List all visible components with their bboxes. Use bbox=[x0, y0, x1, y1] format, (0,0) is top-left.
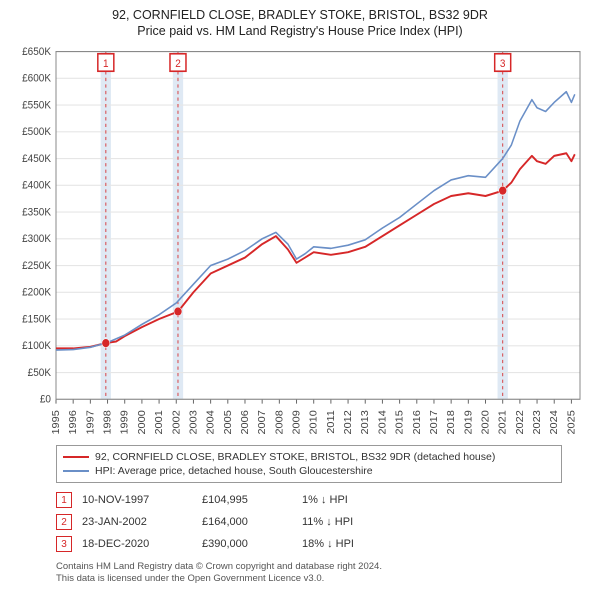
svg-text:2023: 2023 bbox=[532, 410, 542, 434]
svg-text:2009: 2009 bbox=[292, 410, 302, 434]
svg-text:2002: 2002 bbox=[172, 410, 182, 434]
svg-text:2: 2 bbox=[175, 59, 181, 70]
legend-swatch bbox=[63, 470, 89, 472]
svg-text:2025: 2025 bbox=[567, 410, 577, 434]
svg-text:3: 3 bbox=[500, 59, 506, 70]
svg-text:2008: 2008 bbox=[275, 410, 285, 434]
svg-text:£650K: £650K bbox=[22, 47, 51, 58]
legend-row: HPI: Average price, detached house, Sout… bbox=[63, 464, 555, 478]
svg-text:£0: £0 bbox=[40, 394, 51, 405]
svg-text:£350K: £350K bbox=[22, 207, 51, 218]
svg-text:2006: 2006 bbox=[240, 410, 250, 434]
svg-text:2017: 2017 bbox=[429, 410, 439, 434]
svg-text:2007: 2007 bbox=[258, 410, 268, 434]
title-block: 92, CORNFIELD CLOSE, BRADLEY STOKE, BRIS… bbox=[10, 8, 590, 39]
svg-text:2014: 2014 bbox=[378, 410, 388, 434]
svg-text:1998: 1998 bbox=[103, 410, 113, 434]
legend-swatch bbox=[63, 456, 89, 458]
sales-row: 1 10-NOV-1997 £104,995 1% ↓ HPI bbox=[56, 489, 562, 511]
svg-text:2004: 2004 bbox=[206, 410, 216, 434]
svg-text:2011: 2011 bbox=[326, 410, 336, 434]
svg-text:2018: 2018 bbox=[447, 410, 457, 434]
sales-row: 2 23-JAN-2002 £164,000 11% ↓ HPI bbox=[56, 511, 562, 533]
svg-text:£200K: £200K bbox=[22, 287, 51, 298]
legend: 92, CORNFIELD CLOSE, BRADLEY STOKE, BRIS… bbox=[56, 445, 562, 483]
legend-label: 92, CORNFIELD CLOSE, BRADLEY STOKE, BRIS… bbox=[95, 450, 495, 464]
legend-row: 92, CORNFIELD CLOSE, BRADLEY STOKE, BRIS… bbox=[63, 450, 555, 464]
svg-text:1996: 1996 bbox=[69, 410, 79, 434]
svg-text:£150K: £150K bbox=[22, 314, 51, 325]
sale-date: 10-NOV-1997 bbox=[82, 494, 192, 506]
svg-text:2003: 2003 bbox=[189, 410, 199, 434]
svg-text:£400K: £400K bbox=[22, 180, 51, 191]
svg-text:2015: 2015 bbox=[395, 410, 405, 434]
svg-text:£50K: £50K bbox=[28, 368, 51, 379]
footer-line: This data is licensed under the Open Gov… bbox=[56, 573, 562, 584]
sale-diff: 11% ↓ HPI bbox=[302, 516, 562, 528]
svg-text:£450K: £450K bbox=[22, 154, 51, 165]
sales-table: 1 10-NOV-1997 £104,995 1% ↓ HPI 2 23-JAN… bbox=[56, 489, 562, 555]
chart-svg: £0 £50K £100K £150K £200K £250K £300K £350K £400… bbox=[10, 45, 590, 439]
sale-price: £390,000 bbox=[202, 538, 292, 550]
footer: Contains HM Land Registry data © Crown c… bbox=[56, 561, 562, 584]
svg-text:1: 1 bbox=[103, 59, 109, 70]
chart-plot: £0 £50K £100K £150K £200K £250K £300K £350K £400… bbox=[10, 45, 590, 439]
chart-container: 92, CORNFIELD CLOSE, BRADLEY STOKE, BRIS… bbox=[0, 0, 600, 590]
sale-date: 18-DEC-2020 bbox=[82, 538, 192, 550]
svg-text:2016: 2016 bbox=[412, 410, 422, 434]
title-line-1: 92, CORNFIELD CLOSE, BRADLEY STOKE, BRIS… bbox=[10, 8, 590, 24]
svg-text:£600K: £600K bbox=[22, 73, 51, 84]
svg-text:£250K: £250K bbox=[22, 261, 51, 272]
footer-line: Contains HM Land Registry data © Crown c… bbox=[56, 561, 562, 572]
svg-text:2000: 2000 bbox=[137, 410, 147, 434]
svg-text:£300K: £300K bbox=[22, 234, 51, 245]
svg-text:2024: 2024 bbox=[550, 410, 560, 434]
svg-text:2012: 2012 bbox=[343, 410, 353, 434]
svg-text:2005: 2005 bbox=[223, 410, 233, 434]
svg-text:2010: 2010 bbox=[309, 410, 319, 434]
sale-badge: 3 bbox=[56, 536, 72, 552]
sale-price: £164,000 bbox=[202, 516, 292, 528]
sale-badge: 2 bbox=[56, 514, 72, 530]
svg-text:1997: 1997 bbox=[86, 410, 96, 434]
svg-text:2021: 2021 bbox=[498, 410, 508, 434]
sales-row: 3 18-DEC-2020 £390,000 18% ↓ HPI bbox=[56, 533, 562, 555]
svg-text:2013: 2013 bbox=[361, 410, 371, 434]
sale-diff: 18% ↓ HPI bbox=[302, 538, 562, 550]
sale-price: £104,995 bbox=[202, 494, 292, 506]
svg-text:£500K: £500K bbox=[22, 127, 51, 138]
svg-text:£550K: £550K bbox=[22, 100, 51, 111]
legend-label: HPI: Average price, detached house, Sout… bbox=[95, 464, 373, 478]
title-line-2: Price paid vs. HM Land Registry's House … bbox=[10, 24, 590, 40]
svg-text:2019: 2019 bbox=[464, 410, 474, 434]
svg-text:2022: 2022 bbox=[515, 410, 525, 434]
svg-text:2020: 2020 bbox=[481, 410, 491, 434]
svg-text:£100K: £100K bbox=[22, 341, 51, 352]
sale-diff: 1% ↓ HPI bbox=[302, 494, 562, 506]
svg-text:1995: 1995 bbox=[51, 410, 61, 434]
svg-text:2001: 2001 bbox=[154, 410, 164, 434]
sale-date: 23-JAN-2002 bbox=[82, 516, 192, 528]
svg-text:1999: 1999 bbox=[120, 410, 130, 434]
sale-badge: 1 bbox=[56, 492, 72, 508]
